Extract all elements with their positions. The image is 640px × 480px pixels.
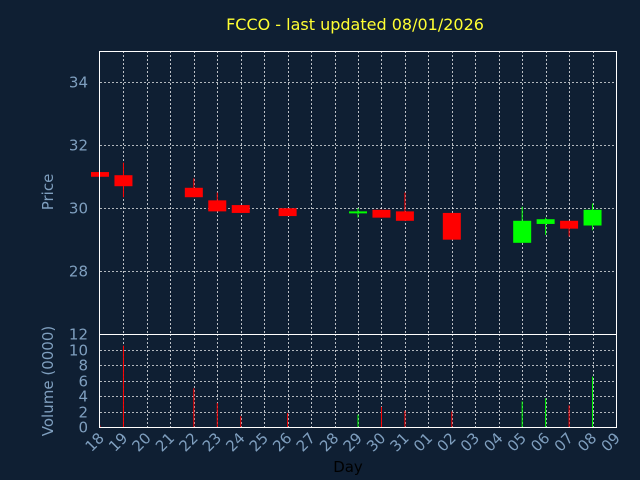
x-tick-label: 29 bbox=[340, 429, 366, 455]
x-tick-label: 23 bbox=[199, 429, 225, 455]
price-tick-label: 28 bbox=[69, 263, 88, 281]
x-tick-label: 05 bbox=[504, 429, 530, 455]
x-tick-label: 08 bbox=[574, 429, 600, 455]
x-tick-label: 06 bbox=[527, 429, 553, 455]
candles-group bbox=[91, 162, 602, 243]
candle-body bbox=[395, 211, 414, 221]
x-tick-label: 24 bbox=[222, 429, 248, 455]
volume-tick-label: 12 bbox=[69, 326, 88, 344]
x-tick-label: 22 bbox=[175, 429, 201, 455]
candle-body bbox=[536, 219, 555, 224]
candle-body bbox=[184, 187, 203, 198]
price-grid bbox=[100, 51, 616, 334]
candle-body bbox=[278, 208, 297, 217]
price-axis-ticks: 28 30 32 34 bbox=[69, 74, 88, 281]
x-tick-label: 26 bbox=[269, 429, 295, 455]
x-tick-label: 28 bbox=[316, 429, 342, 455]
chart-title: FCCO - last updated 08/01/2026 bbox=[226, 15, 484, 34]
candle-body bbox=[372, 209, 391, 218]
x-axis-label: Day bbox=[333, 458, 363, 476]
x-tick-label: 03 bbox=[457, 429, 483, 455]
volume-grid bbox=[100, 334, 616, 427]
candle-body bbox=[349, 211, 367, 214]
volume-tick-label: 6 bbox=[78, 373, 88, 391]
x-tick-label: 20 bbox=[129, 429, 155, 455]
volume-tick-label: 0 bbox=[78, 419, 88, 437]
volume-tick-label: 8 bbox=[78, 357, 88, 375]
candle-body bbox=[208, 200, 227, 212]
candle-body bbox=[583, 209, 602, 226]
x-tick-label: 09 bbox=[598, 429, 624, 455]
price-tick-label: 32 bbox=[69, 137, 88, 155]
volume-tick-label: 2 bbox=[78, 404, 88, 422]
x-tick-label: 27 bbox=[293, 429, 319, 455]
x-tick-label: 30 bbox=[363, 429, 389, 455]
price-plot-frame bbox=[99, 51, 617, 335]
x-tick-label: 21 bbox=[152, 429, 178, 455]
candle-body bbox=[114, 175, 133, 187]
volume-bars-group bbox=[99, 345, 594, 427]
price-axis-label: Price bbox=[39, 174, 57, 211]
x-tick-label: 01 bbox=[410, 429, 436, 455]
price-tick-label: 30 bbox=[69, 200, 88, 218]
candle-body bbox=[560, 220, 579, 229]
volume-tick-label: 10 bbox=[69, 342, 88, 360]
candle-body bbox=[231, 205, 250, 213]
x-axis-ticks: 1819202122232425262728293031010203040506… bbox=[82, 429, 624, 455]
x-tick-label: 25 bbox=[246, 429, 272, 455]
price-tick-label: 34 bbox=[69, 74, 88, 92]
volume-tick-label: 4 bbox=[78, 388, 88, 406]
x-tick-label: 04 bbox=[480, 429, 506, 455]
x-tick-label: 02 bbox=[433, 429, 459, 455]
candle-body bbox=[513, 220, 532, 243]
volume-plot-frame bbox=[99, 334, 617, 428]
x-tick-label: 07 bbox=[551, 429, 577, 455]
x-tick-label: 19 bbox=[105, 429, 131, 455]
x-tick-label: 31 bbox=[387, 429, 413, 455]
volume-axis-label: Volume (0000) bbox=[39, 326, 57, 436]
candle-body bbox=[442, 212, 461, 240]
